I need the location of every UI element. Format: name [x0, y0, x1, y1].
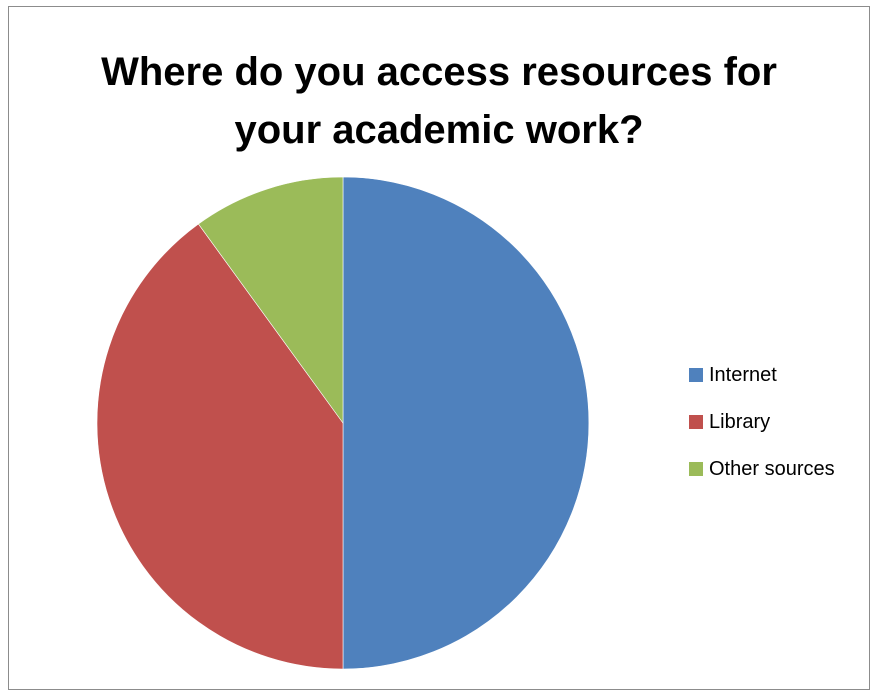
- pie-slice-other-sources: [197, 176, 344, 424]
- pie-chart: [96, 176, 590, 670]
- legend-label-library: Library: [709, 410, 771, 433]
- legend-swatch-other-sources: [689, 462, 703, 476]
- legend-item-internet: Internet: [689, 363, 835, 387]
- legend-label-internet: Internet: [709, 363, 777, 386]
- legend-swatch-library: [689, 415, 703, 429]
- chart-title: Where do you access resources for your a…: [9, 43, 869, 159]
- legend: Internet Library Other sources: [689, 363, 835, 504]
- legend-label-other-sources: Other sources: [709, 457, 835, 480]
- chart-area: Where do you access resources for your a…: [8, 6, 870, 690]
- pie-slice-internet: [342, 176, 590, 670]
- chart-title-line-1: Where do you access resources for: [101, 50, 777, 94]
- pie-slice-library: [96, 223, 344, 670]
- legend-swatch-internet: [689, 368, 703, 382]
- chart-title-line-2: your academic work?: [234, 108, 644, 152]
- legend-item-other-sources: Other sources: [689, 457, 835, 481]
- legend-item-library: Library: [689, 410, 835, 434]
